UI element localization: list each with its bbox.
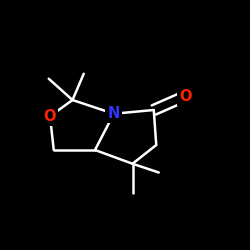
Text: O: O bbox=[179, 89, 191, 104]
Text: N: N bbox=[108, 106, 120, 121]
Text: O: O bbox=[44, 109, 56, 124]
